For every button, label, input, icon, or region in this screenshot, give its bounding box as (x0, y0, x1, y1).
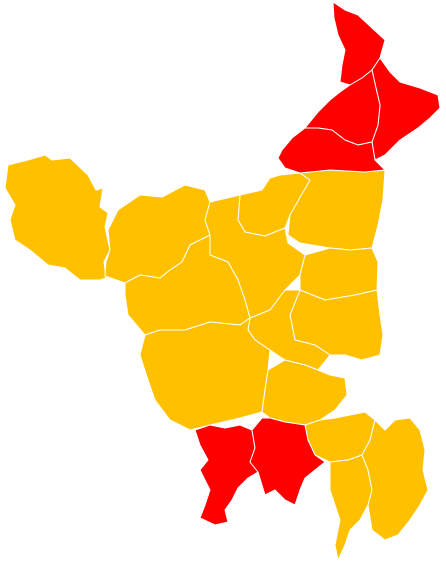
palwal-region[interactable] (361, 417, 429, 541)
kurukshetra-region[interactable] (277, 127, 386, 174)
yamunanagar-region[interactable] (371, 57, 441, 161)
mewat-region[interactable] (329, 454, 373, 561)
rewari-region[interactable] (249, 417, 326, 506)
bhiwani-region[interactable] (139, 317, 271, 431)
sirsa-region[interactable] (4, 154, 111, 281)
jhajjar-region[interactable] (261, 359, 348, 426)
mahendragarh-region[interactable] (194, 424, 259, 526)
